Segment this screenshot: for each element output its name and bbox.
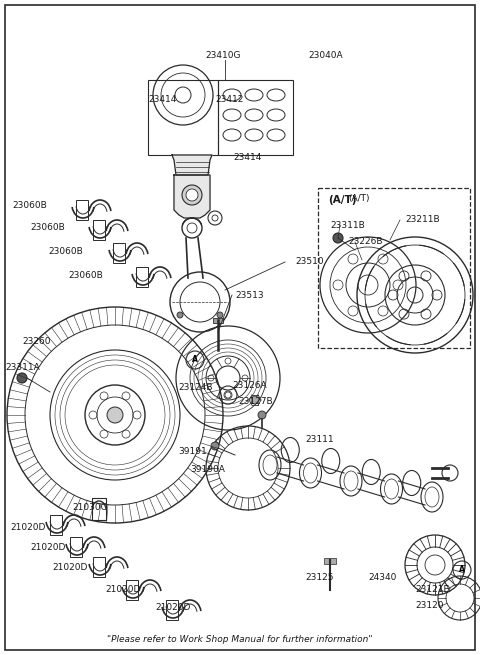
Text: 23060B: 23060B xyxy=(68,272,103,280)
Text: 23414: 23414 xyxy=(148,96,176,105)
Text: 23126A: 23126A xyxy=(232,381,266,390)
Bar xyxy=(93,557,105,577)
Polygon shape xyxy=(174,175,210,218)
Text: 21020D: 21020D xyxy=(105,586,140,595)
Bar xyxy=(113,243,125,263)
Bar xyxy=(166,600,178,620)
Bar xyxy=(50,515,62,535)
Bar xyxy=(93,220,105,240)
Bar xyxy=(92,498,106,520)
Bar xyxy=(126,580,138,600)
Bar xyxy=(70,537,82,557)
Text: 23410G: 23410G xyxy=(205,50,240,60)
Text: 23124B: 23124B xyxy=(178,383,213,392)
Text: 24340: 24340 xyxy=(368,574,396,582)
Circle shape xyxy=(182,185,202,205)
Bar xyxy=(76,200,88,220)
Text: 23311B: 23311B xyxy=(330,221,365,229)
Text: 23412: 23412 xyxy=(215,96,243,105)
Text: 23060B: 23060B xyxy=(30,223,65,233)
Text: 21020D: 21020D xyxy=(155,603,191,612)
Circle shape xyxy=(333,233,343,243)
Text: 23120: 23120 xyxy=(415,601,444,610)
Circle shape xyxy=(211,442,219,450)
Circle shape xyxy=(177,312,183,318)
Text: 23510: 23510 xyxy=(295,257,324,267)
Circle shape xyxy=(107,407,123,423)
Bar xyxy=(213,318,223,323)
Bar xyxy=(318,188,470,348)
Text: 21030C: 21030C xyxy=(72,504,107,512)
Text: 39191: 39191 xyxy=(178,447,207,457)
Text: "Please refer to Work Shop Manual for further information": "Please refer to Work Shop Manual for fu… xyxy=(107,635,373,645)
Bar xyxy=(148,80,218,155)
Text: 23211B: 23211B xyxy=(405,215,440,225)
Circle shape xyxy=(251,396,259,404)
Text: 21020D: 21020D xyxy=(30,544,65,553)
Text: A: A xyxy=(192,356,198,364)
Circle shape xyxy=(258,411,266,419)
Text: (A/T): (A/T) xyxy=(348,193,370,202)
Bar xyxy=(136,267,148,287)
Text: 23060B: 23060B xyxy=(12,200,47,210)
Text: 23414: 23414 xyxy=(233,153,262,162)
Circle shape xyxy=(17,373,27,383)
Text: 23311A: 23311A xyxy=(5,364,40,373)
Text: 23040A: 23040A xyxy=(308,50,343,60)
Text: 23121E: 23121E xyxy=(415,586,449,595)
Text: 23127B: 23127B xyxy=(238,398,273,407)
Text: A: A xyxy=(459,565,465,574)
Text: 21020D: 21020D xyxy=(10,523,46,533)
Text: (A/T): (A/T) xyxy=(328,195,357,205)
Circle shape xyxy=(186,189,198,201)
Text: 23060B: 23060B xyxy=(48,248,83,257)
Bar xyxy=(218,80,293,155)
Text: 23111: 23111 xyxy=(305,436,334,445)
Circle shape xyxy=(217,312,223,318)
Bar xyxy=(324,558,336,564)
Text: 23226B: 23226B xyxy=(348,238,383,246)
Text: 21020D: 21020D xyxy=(52,563,87,572)
Text: 39190A: 39190A xyxy=(190,466,225,474)
Polygon shape xyxy=(172,155,212,175)
Text: 23513: 23513 xyxy=(235,291,264,299)
Text: 23125: 23125 xyxy=(305,574,334,582)
Text: 23260: 23260 xyxy=(22,337,50,346)
